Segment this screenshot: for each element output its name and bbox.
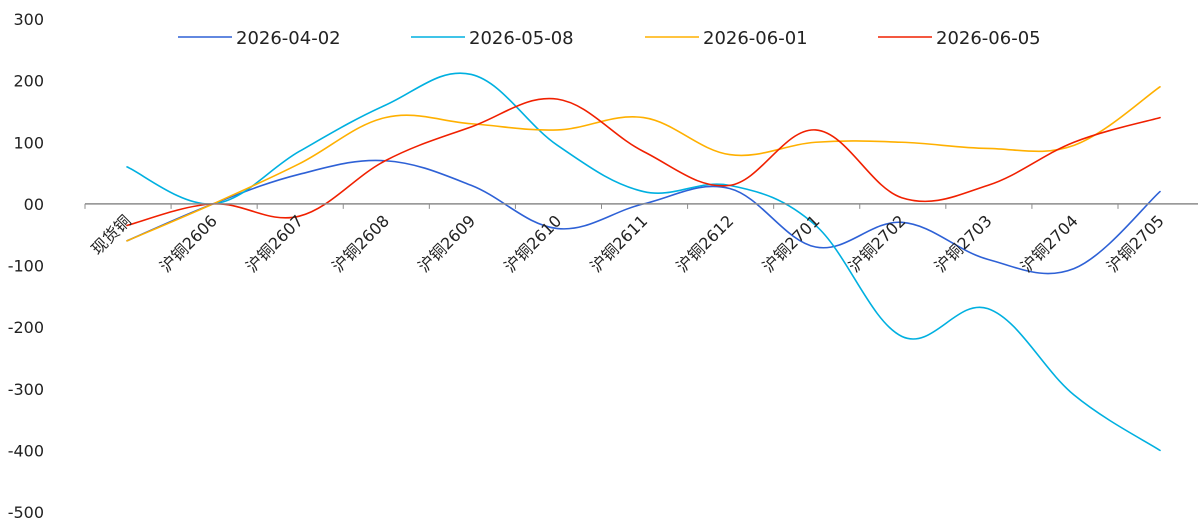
x-tick-label: 沪铜2705 — [1103, 211, 1168, 276]
y-axis: 300 200 100 00 -100 -200 -300 -400 -500 — [8, 10, 44, 521]
plot-area — [126, 72, 1161, 452]
x-tick-label: 沪铜2612 — [673, 211, 738, 276]
x-tick-label: 沪铜2606 — [156, 211, 221, 276]
x-tick-label: 现货铜 — [87, 211, 134, 258]
legend-label: 2026-04-02 — [236, 28, 341, 49]
y-tick-label: -200 — [8, 318, 44, 337]
y-tick-label: -500 — [8, 503, 44, 521]
series-line-2026-05-08 — [126, 72, 1161, 452]
y-tick-label: -100 — [8, 257, 44, 276]
x-tick-label: 沪铜2607 — [242, 211, 307, 276]
x-axis: 现货铜 沪铜2606 沪铜2607 沪铜2608 沪铜2609 沪铜2610 沪铜2611 沪… — [84, 203, 1198, 276]
x-tick-label: 沪铜2701 — [759, 211, 824, 276]
legend-item: 2026-06-05 — [878, 28, 1041, 49]
x-tick-label: 沪铜2702 — [845, 211, 910, 276]
legend-item: 2026-04-02 — [178, 28, 341, 49]
legend: 2026-04-02 2026-05-08 2026-06-01 2026-06-05 — [178, 28, 1041, 49]
y-tick-label: 100 — [13, 133, 44, 152]
x-tick-label: 沪铜2608 — [328, 211, 393, 276]
series-line-2026-06-05 — [126, 97, 1161, 227]
series-line-2026-06-01 — [126, 85, 1161, 242]
legend-label: 2026-06-01 — [703, 28, 808, 49]
x-tick-label: 沪铜2704 — [1017, 211, 1082, 276]
y-tick-label: 200 — [13, 72, 44, 91]
y-tick-label: 00 — [24, 195, 44, 214]
x-tick-label: 沪铜2609 — [414, 211, 479, 276]
y-tick-label: -300 — [8, 380, 44, 399]
y-tick-label: 300 — [13, 10, 44, 29]
legend-label: 2026-06-05 — [936, 28, 1041, 49]
legend-item: 2026-06-01 — [645, 28, 808, 49]
legend-item: 2026-05-08 — [411, 28, 574, 49]
legend-label: 2026-05-08 — [469, 28, 574, 49]
y-tick-label: -400 — [8, 441, 44, 460]
x-tick-label: 沪铜2703 — [931, 211, 996, 276]
